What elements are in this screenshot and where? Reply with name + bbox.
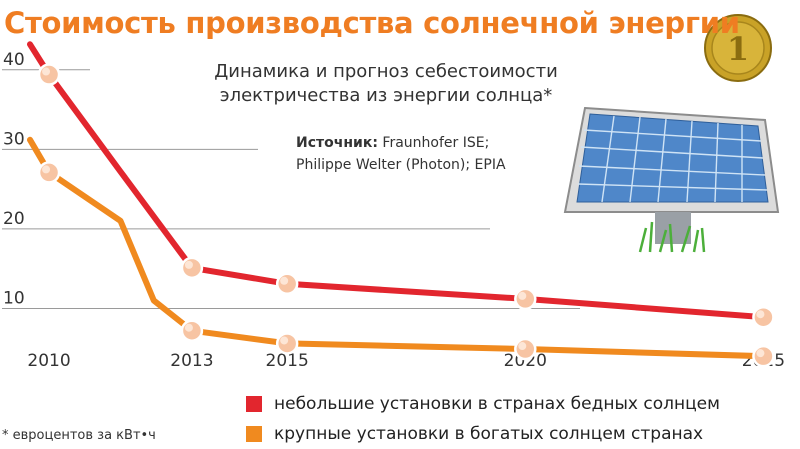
y-tick-40: 40 bbox=[3, 50, 25, 70]
x-tick-2015: 2015 bbox=[266, 351, 309, 371]
y-tick-20: 20 bbox=[3, 209, 25, 229]
point-highlight-s1-2020 bbox=[518, 342, 527, 351]
point-highlight-s1-2015 bbox=[280, 336, 289, 345]
legend-label-large: крупные установки в богатых солнцем стра… bbox=[274, 424, 704, 444]
legend-item-large-installations: крупные установки в богатых солнцем стра… bbox=[246, 424, 703, 444]
euro-coin-icon: 1 bbox=[704, 14, 772, 82]
point-highlight-s0-2025 bbox=[756, 310, 765, 319]
source-text-2: Philippe Welter (Photon); EPIA bbox=[296, 157, 506, 173]
legend-swatch-red bbox=[246, 396, 262, 412]
point-highlight-s1-2010 bbox=[42, 165, 51, 174]
footnote: * евроцентов за кВт•ч bbox=[2, 428, 156, 443]
source-note: Источник: Fraunhofer ISE; Philippe Welte… bbox=[296, 132, 506, 176]
x-tick-2013: 2013 bbox=[170, 351, 213, 371]
point-s0-2020 bbox=[514, 287, 537, 311]
gridlines bbox=[2, 69, 580, 309]
point-s0-2015 bbox=[275, 272, 299, 296]
chart-subtitle: Динамика и прогноз себестоимости электри… bbox=[196, 60, 576, 108]
source-text-1: Fraunhofer ISE; bbox=[382, 135, 490, 151]
series-path-1 bbox=[27, 136, 767, 360]
subtitle-line-1: Динамика и прогноз себестоимости bbox=[214, 61, 558, 82]
svg-text:1: 1 bbox=[727, 30, 749, 68]
point-highlight-s1-2025 bbox=[756, 349, 765, 358]
point-s0-2025 bbox=[752, 305, 775, 329]
source-label: Источник: bbox=[296, 135, 378, 151]
point-highlight-s0-2020 bbox=[518, 291, 527, 300]
y-tick-10: 10 bbox=[3, 288, 25, 308]
x-tick-2020: 2020 bbox=[504, 351, 547, 371]
point-s0-2010 bbox=[37, 63, 61, 86]
y-tick-30: 30 bbox=[3, 129, 25, 149]
point-s1-2010 bbox=[37, 161, 61, 184]
y-tick-labels: 10 20 30 40 bbox=[3, 50, 25, 309]
subtitle-line-2: электричества из энергии солнца* bbox=[219, 85, 553, 106]
point-highlight-s1-2013 bbox=[184, 323, 193, 332]
point-s0-2013 bbox=[180, 256, 204, 280]
x-tick-2010: 2010 bbox=[27, 351, 70, 371]
point-s1-2015 bbox=[275, 332, 299, 355]
series-line-large-installations bbox=[27, 136, 767, 360]
point-s1-2025 bbox=[752, 344, 775, 368]
legend-label-small: небольшие установки в странах бедных сол… bbox=[274, 394, 720, 414]
point-s1-2013 bbox=[180, 319, 204, 342]
point-highlight-s0-2015 bbox=[280, 276, 289, 285]
point-highlight-s0-2010 bbox=[42, 67, 51, 76]
chart-title: Стоимость производства солнечной энергии bbox=[4, 6, 740, 40]
point-s1-2020 bbox=[514, 337, 537, 361]
legend-item-small-installations: небольшие установки в странах бедных сол… bbox=[246, 394, 720, 414]
solar-panel-icon bbox=[563, 106, 780, 253]
legend-swatch-orange bbox=[246, 426, 262, 442]
data-markers bbox=[37, 63, 775, 368]
point-highlight-s0-2013 bbox=[184, 260, 193, 269]
